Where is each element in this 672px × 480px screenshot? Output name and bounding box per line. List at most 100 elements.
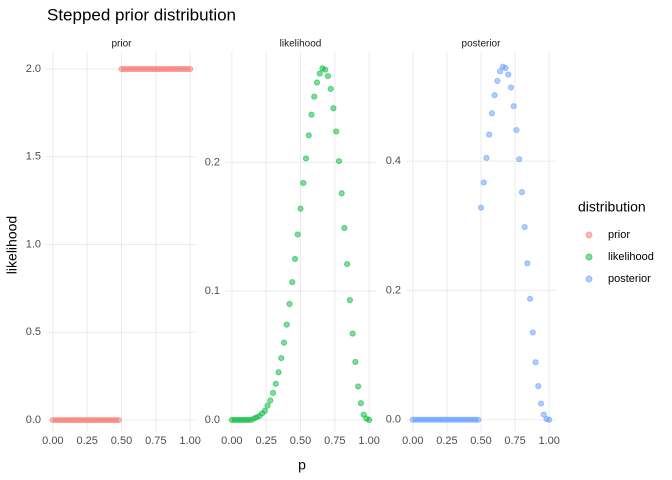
point — [513, 126, 520, 134]
point — [280, 339, 288, 346]
point — [311, 93, 318, 100]
point — [261, 407, 268, 414]
point — [546, 416, 553, 423]
x-tick-label: 0.50 — [470, 435, 491, 447]
point — [283, 321, 290, 328]
y-tick-label: 2.0 — [26, 63, 41, 75]
x-tick-label: 0.25 — [255, 435, 276, 447]
point — [286, 300, 293, 308]
point — [480, 179, 487, 186]
point — [510, 103, 517, 110]
point — [518, 189, 526, 196]
x-tick-label: 1.00 — [538, 435, 559, 447]
x-tick-label: 0.50 — [111, 435, 132, 447]
point — [355, 383, 362, 390]
y-tick-label: 0.4 — [386, 155, 401, 167]
point — [521, 223, 528, 231]
point — [335, 157, 343, 165]
point — [300, 179, 307, 187]
point — [333, 128, 340, 135]
point — [297, 205, 304, 212]
y-tick-label: 0.2 — [386, 284, 401, 296]
point — [540, 411, 547, 418]
legend-label: likelihood — [608, 251, 654, 263]
point — [477, 204, 485, 211]
point — [322, 66, 329, 73]
point — [524, 260, 531, 267]
point — [537, 400, 545, 407]
point — [526, 295, 534, 302]
point — [313, 79, 321, 86]
x-tick-label: 0.75 — [504, 435, 525, 447]
facet-label: posterior — [462, 39, 502, 50]
y-tick-label: 1.5 — [26, 151, 41, 163]
x-tick-label: 0.00 — [42, 435, 63, 447]
point — [352, 358, 359, 366]
x-tick-label: 0.75 — [145, 435, 166, 447]
point — [494, 77, 501, 85]
x-tick-label: 1.00 — [358, 435, 379, 447]
legend-marker — [585, 231, 593, 239]
x-axis-label: p — [298, 457, 306, 473]
point — [115, 416, 122, 424]
y-tick-label: 0.0 — [205, 414, 220, 426]
point — [344, 260, 351, 268]
point — [294, 231, 301, 238]
point — [349, 330, 356, 337]
point — [502, 64, 509, 72]
point — [305, 132, 312, 139]
point — [308, 111, 315, 118]
point — [187, 65, 194, 73]
x-tick-label: 0.00 — [221, 435, 242, 447]
x-tick-label: 0.75 — [324, 435, 345, 447]
chart-title: Stepped prior distribution — [47, 5, 236, 24]
point — [366, 416, 373, 423]
legend-marker — [585, 275, 593, 283]
x-tick-label: 0.00 — [402, 435, 423, 447]
legend-label: posterior — [608, 273, 651, 285]
point — [278, 354, 285, 362]
point — [475, 416, 482, 423]
point — [291, 255, 299, 263]
point — [272, 380, 279, 387]
point — [302, 155, 310, 162]
point — [357, 400, 364, 407]
point — [516, 156, 523, 163]
facet-label: prior — [111, 39, 132, 50]
point — [496, 68, 504, 75]
point — [491, 92, 498, 99]
y-axis-label: likelihood — [4, 216, 20, 274]
point — [483, 154, 490, 161]
y-tick-label: 0.1 — [205, 285, 220, 297]
point — [488, 110, 496, 117]
point — [505, 71, 512, 78]
y-tick-label: 0.5 — [26, 326, 41, 338]
point — [529, 329, 536, 336]
y-tick-label: 0.0 — [26, 414, 41, 426]
x-tick-label: 1.00 — [179, 435, 200, 447]
point — [267, 397, 274, 404]
point — [324, 72, 332, 80]
legend-title: distribution — [578, 199, 646, 215]
x-tick-label: 0.50 — [290, 435, 311, 447]
point — [338, 190, 345, 197]
point — [346, 297, 354, 304]
point — [327, 85, 334, 93]
point — [341, 224, 348, 232]
point — [486, 131, 493, 138]
point — [316, 70, 323, 77]
x-tick-label: 0.25 — [76, 435, 97, 447]
y-tick-label: 0.0 — [386, 414, 401, 426]
point — [535, 383, 542, 390]
y-tick-label: 0.2 — [205, 156, 220, 168]
point — [289, 279, 296, 286]
facet-label: likelihood — [280, 39, 322, 50]
point — [507, 84, 515, 91]
point — [269, 389, 277, 396]
point — [532, 359, 539, 366]
point — [330, 105, 337, 112]
legend-label: prior — [608, 229, 630, 241]
point — [264, 402, 271, 409]
y-tick-label: 1.0 — [26, 238, 41, 250]
